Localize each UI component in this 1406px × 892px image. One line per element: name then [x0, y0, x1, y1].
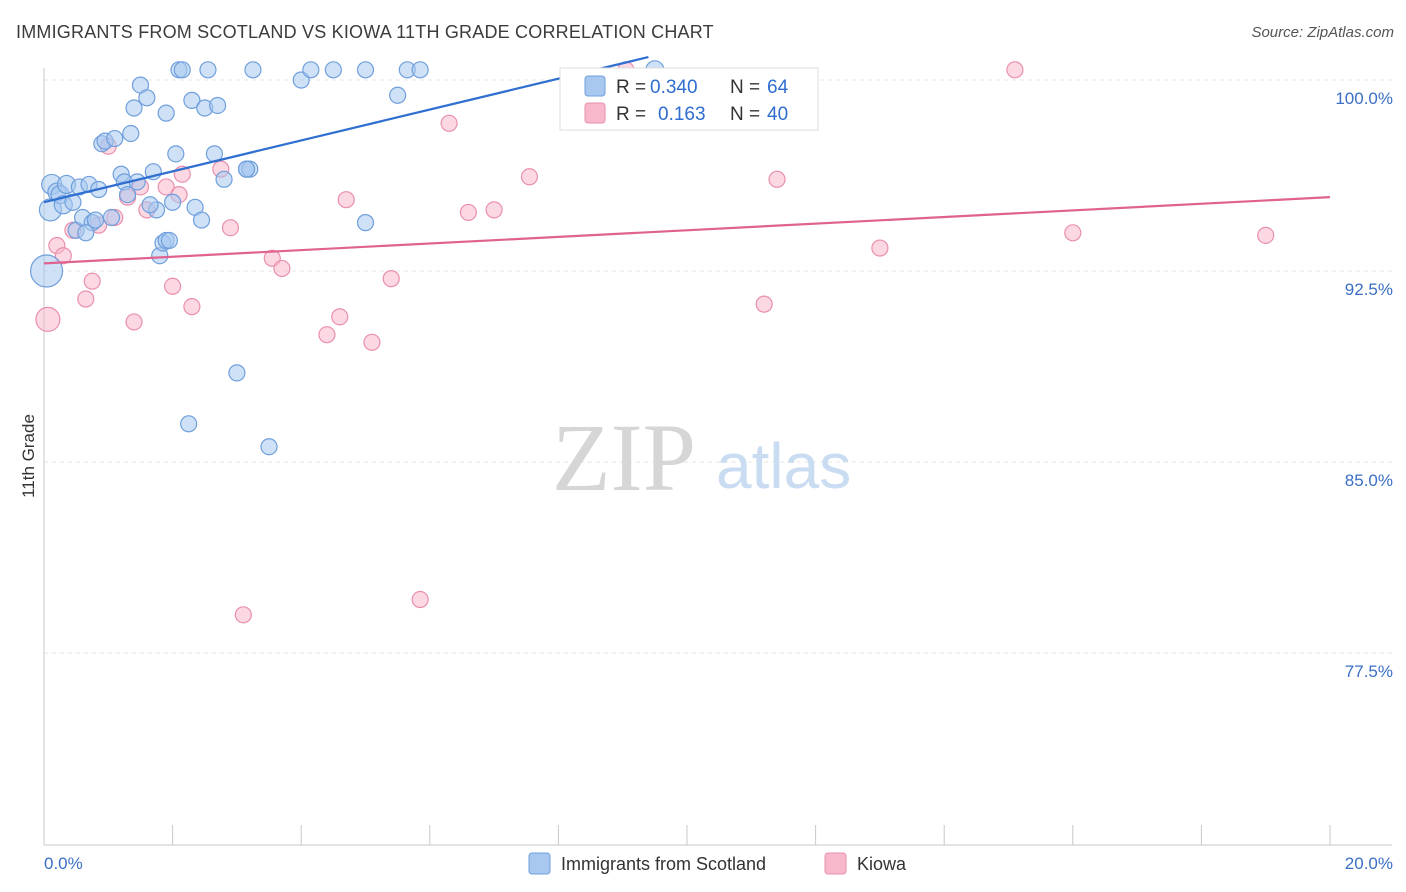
legend-n-label-2: N = [730, 104, 760, 125]
kiowa-point [157, 178, 175, 196]
bottom-legend-label-kiowa: Kiowa [857, 854, 907, 874]
scotland-point [183, 91, 201, 109]
bottom-legend-swatch-kiowa [824, 852, 847, 875]
y-axis-label: 11th Grade [19, 414, 38, 498]
kiowa-point [382, 270, 400, 288]
kiowa-point [871, 239, 889, 257]
chart-title: IMMIGRANTS FROM SCOTLAND VS KIOWA 11TH G… [16, 22, 714, 42]
legend-swatch-kiowa [584, 102, 606, 124]
scotland-point [237, 160, 256, 178]
scotland-point [77, 224, 95, 242]
scotland-point [192, 211, 211, 229]
kiowa-point [411, 590, 429, 609]
y-tick-label: 92.5% [1345, 280, 1393, 299]
kiowa-point [125, 313, 143, 331]
scotland-point [215, 170, 233, 188]
legend-swatch-scotland [584, 75, 606, 97]
scotland-point [356, 214, 375, 232]
legend: R = 0.340 N = 64 R = 0.163 N = 40 [559, 67, 819, 131]
scotland-point [102, 208, 121, 227]
legend-n-value-1: 64 [767, 77, 789, 98]
scotland-point [302, 61, 320, 79]
kiowa-point [363, 333, 381, 351]
scotland-point [118, 186, 137, 204]
scotland-point [167, 145, 185, 163]
bottom-legend: Immigrants from Scotland Kiowa [528, 852, 907, 875]
kiowa-point [221, 219, 240, 237]
x-tick-labels: 0.0% 20.0% [44, 854, 1393, 873]
watermark: ZIP atlas [552, 404, 851, 511]
scotland-point [138, 89, 156, 107]
scotland-point [228, 364, 246, 382]
scotland-point [122, 124, 140, 143]
kiowa-point [164, 277, 182, 295]
watermark-atlas: atlas [716, 430, 851, 502]
scotland-point [260, 438, 278, 456]
kiowa-point [520, 168, 539, 186]
legend-r-value-1: 0.340 [650, 77, 698, 98]
kiowa-point [35, 306, 61, 332]
kiowa-point [1257, 226, 1275, 244]
kiowa-point [440, 114, 458, 132]
scotland-point [411, 61, 429, 79]
scotland-point [209, 96, 227, 115]
scotland-point [164, 193, 182, 211]
legend-n-value-2: 40 [767, 104, 788, 125]
scotland-point [389, 86, 407, 104]
kiowa-point [318, 326, 336, 344]
kiowa-point [1064, 224, 1082, 242]
kiowa-point [337, 191, 355, 209]
scotland-point [324, 61, 342, 79]
trend-lines [43, 56, 1331, 265]
axis-layer [43, 68, 1392, 846]
kiowa-point [54, 247, 72, 265]
scotland-point [29, 254, 64, 288]
y-tick-label: 85.0% [1345, 471, 1393, 490]
kiowa-trend-line [43, 196, 1331, 265]
legend-r-value-2: 0.163 [658, 104, 706, 125]
bottom-legend-swatch-scotland [528, 852, 551, 875]
x-tick-label: 0.0% [44, 854, 83, 873]
scotland-points [29, 60, 665, 456]
kiowa-point [755, 295, 773, 313]
scotland-trend-line [43, 56, 649, 204]
kiowa-point [485, 201, 503, 219]
legend-r-label-1: R = [616, 77, 646, 98]
scotland-point [160, 231, 178, 250]
scotland-point [157, 104, 175, 122]
scotland-point [106, 129, 124, 148]
legend-r-label-2: R = [616, 104, 646, 125]
kiowa-point [83, 272, 101, 290]
watermark-zip: ZIP [552, 404, 696, 511]
kiowa-point [234, 606, 252, 624]
x-tick-label: 20.0% [1345, 854, 1393, 873]
kiowa-point [331, 308, 349, 326]
scotland-point [356, 61, 375, 79]
y-tick-label: 77.5% [1345, 662, 1393, 681]
y-tick-labels: 77.5% 85.0% 92.5% 100.0% [1335, 89, 1393, 681]
kiowa-points [35, 61, 1275, 624]
scotland-point [244, 61, 262, 79]
chart-source: Source: ZipAtlas.com [1251, 24, 1394, 41]
scotland-point [141, 196, 159, 214]
legend-n-label-1: N = [730, 77, 760, 98]
bottom-legend-label-scotland: Immigrants from Scotland [561, 854, 766, 874]
scotland-point [199, 61, 217, 79]
scotland-point [180, 415, 198, 433]
scotland-point [173, 61, 191, 79]
y-tick-label: 100.0% [1335, 89, 1393, 108]
kiowa-point [459, 203, 477, 222]
kiowa-point [77, 290, 95, 308]
kiowa-point [183, 298, 201, 316]
kiowa-point [768, 170, 786, 188]
scotland-point [125, 99, 143, 117]
kiowa-point [1006, 61, 1024, 79]
kiowa-point [273, 259, 291, 278]
